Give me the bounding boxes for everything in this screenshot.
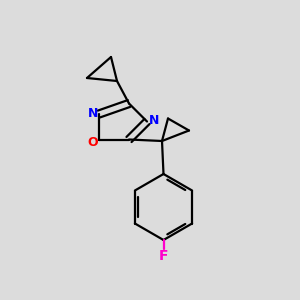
Text: N: N [148,113,159,127]
Text: O: O [87,136,98,149]
Text: F: F [159,250,168,263]
Text: N: N [88,106,98,120]
